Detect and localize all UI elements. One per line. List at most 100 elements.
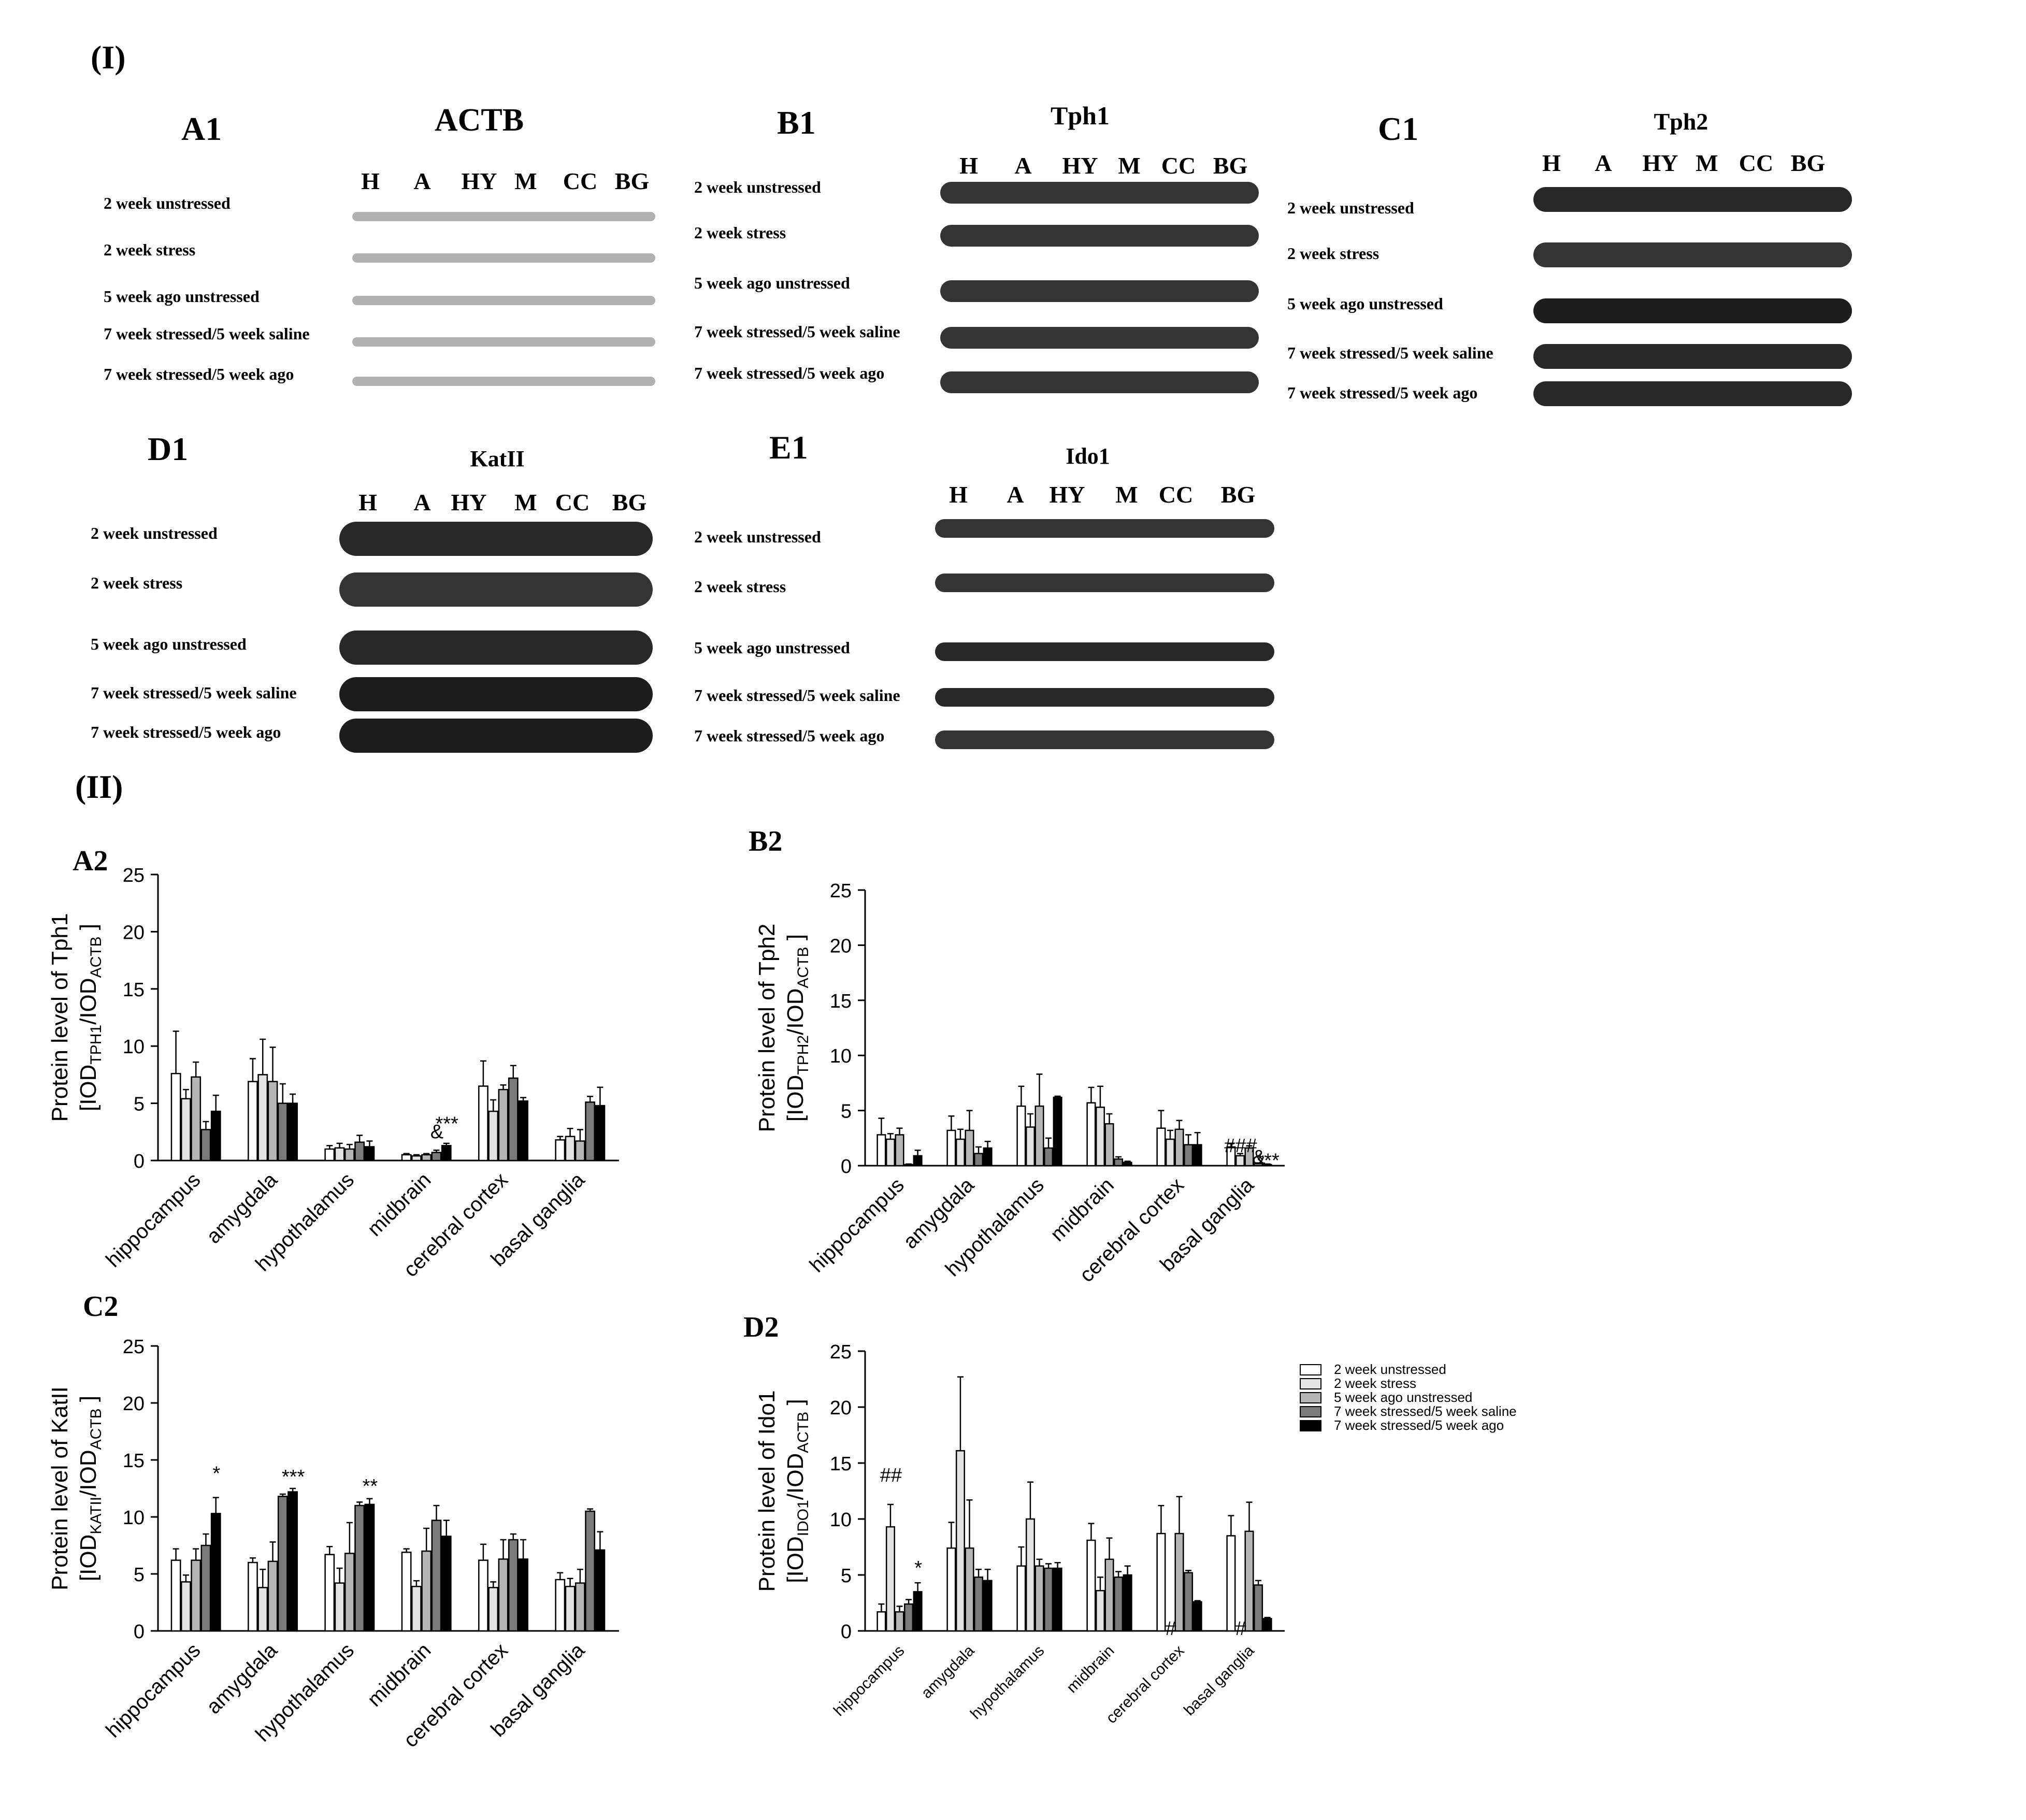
bar xyxy=(877,1611,886,1632)
blot-lane-label: CC xyxy=(563,168,597,194)
bar xyxy=(1192,1601,1202,1632)
blot-row-label: 2 week unstressed xyxy=(694,527,821,546)
blot-band xyxy=(940,225,1259,247)
significance-marker: & xyxy=(430,1121,443,1143)
bar xyxy=(518,1100,528,1162)
bar xyxy=(170,1559,181,1632)
bar xyxy=(210,1513,221,1632)
blot-protein-title: Ido1 xyxy=(1066,443,1110,469)
y-axis-label: Protein level of KatII xyxy=(47,1386,73,1590)
bar xyxy=(344,1148,355,1162)
blot-band xyxy=(935,519,1274,538)
section-label-II: (II) xyxy=(75,768,123,805)
blot-lane-label: A xyxy=(1594,150,1612,176)
y-axis-unit-part: ACTB xyxy=(88,1408,105,1450)
bar xyxy=(431,1152,442,1162)
bar xyxy=(1184,1572,1194,1632)
y-tick-label: 25 xyxy=(830,880,852,902)
bar xyxy=(974,1153,984,1167)
y-tick-label: 0 xyxy=(134,1621,145,1643)
y-axis-unit-part: IDO1 xyxy=(795,1500,812,1536)
y-axis-unit-part: TPH1 xyxy=(88,1025,105,1065)
blot-band xyxy=(339,630,653,665)
y-axis-unit-part: ] xyxy=(76,924,101,936)
y-axis-unit-part: TPH2 xyxy=(795,1035,812,1075)
blot-row-label: 2 week stress xyxy=(91,574,182,592)
bar xyxy=(895,1611,904,1632)
bar xyxy=(877,1134,886,1167)
significance-marker: # xyxy=(1165,1618,1176,1640)
bar xyxy=(555,1139,566,1162)
bar xyxy=(257,1587,268,1632)
y-axis-unit-label: [IODKATII/IODACTB ] xyxy=(76,1396,105,1581)
blot-band xyxy=(935,574,1274,592)
bar xyxy=(1053,1096,1062,1167)
y-axis-unit-part: /IOD xyxy=(783,1453,808,1500)
legend-swatch xyxy=(1300,1406,1321,1417)
bar xyxy=(1156,1127,1166,1167)
y-tick-label: 20 xyxy=(830,1397,852,1419)
y-axis-unit-label: [IODIDO1/IODACTB ] xyxy=(783,1399,812,1583)
blot-row-label: 7 week stressed/5 week saline xyxy=(104,324,310,343)
blot-band xyxy=(339,677,653,711)
blot-band xyxy=(352,212,655,221)
bar xyxy=(421,1154,432,1162)
blot-lane-label: HY xyxy=(1062,152,1098,179)
y-tick-label: 10 xyxy=(830,1045,852,1067)
bar xyxy=(1244,1530,1254,1632)
blot-band xyxy=(339,572,653,607)
blot-lane-label: CC xyxy=(555,489,590,515)
bar xyxy=(574,1140,585,1162)
blot-lane-label: CC xyxy=(1739,150,1773,176)
bar xyxy=(983,1147,993,1167)
blot-panel-C1: C1 Tph2 H A HY M CC BG 2 week unstressed 2 week s… xyxy=(1287,108,1852,406)
bar xyxy=(441,1145,452,1162)
y-axis-unit-part: [IOD xyxy=(783,1075,808,1122)
chart-panel-label: B2 xyxy=(749,825,782,857)
bar xyxy=(983,1580,993,1632)
bar xyxy=(180,1098,191,1162)
bar xyxy=(1025,1518,1035,1632)
bar-chart-C2: C2 0 5 10 15 20 25 Protein level of KatII [IODKA… xyxy=(47,1291,619,1752)
blot-panel-label: E1 xyxy=(769,429,808,466)
blot-band xyxy=(935,730,1274,749)
bar xyxy=(431,1520,442,1632)
bar xyxy=(595,1105,606,1162)
blot-row-label: 2 week unstressed xyxy=(1287,198,1414,217)
y-tick-label: 15 xyxy=(830,991,852,1012)
bar xyxy=(1086,1539,1096,1632)
bar xyxy=(1262,1617,1272,1632)
significance-marker: * xyxy=(212,1463,220,1485)
blot-band xyxy=(940,280,1259,302)
legend-swatch xyxy=(1300,1392,1321,1403)
blot-lane-label: BG xyxy=(1791,150,1825,176)
bar xyxy=(1034,1105,1044,1167)
bar xyxy=(1025,1126,1035,1167)
x-tick-label: hypothalamus xyxy=(967,1642,1047,1723)
bar xyxy=(955,1450,965,1632)
blot-lane-label: H xyxy=(1542,150,1561,176)
y-axis-unit-part: [IOD xyxy=(76,1535,101,1581)
blot-row-label: 5 week ago unstressed xyxy=(1287,294,1443,313)
y-axis-label: Protein level of Ido1 xyxy=(754,1391,780,1592)
x-tick-label: midbrain xyxy=(1046,1173,1118,1246)
legend-swatch xyxy=(1300,1378,1321,1389)
x-tick-label: basal ganglia xyxy=(1181,1642,1258,1719)
bar xyxy=(277,1102,288,1162)
bar xyxy=(955,1138,965,1167)
bar xyxy=(1156,1532,1166,1632)
blot-band xyxy=(339,719,653,753)
blot-band xyxy=(935,688,1274,707)
chart-panel-label: C2 xyxy=(83,1291,118,1323)
blot-panel-B1: B1 Tph1 H A HY M CC BG 2 week unstressed 2 week s… xyxy=(694,101,1259,393)
legend-entry: 2 week unstressed xyxy=(1334,1362,1446,1377)
western-blot-panels: A1 ACTB H A HY M CC BG 2 week unstressed 2 week s… xyxy=(91,101,1852,753)
blot-band xyxy=(352,296,655,305)
blot-panel-A1: A1 ACTB H A HY M CC BG 2 week unstressed 2 week s… xyxy=(104,103,655,386)
blot-row-label: 2 week stress xyxy=(1287,244,1379,263)
blot-row-label: 7 week stressed/5 week saline xyxy=(1287,343,1493,362)
y-tick-label: 10 xyxy=(123,1036,145,1058)
legend-entry: 5 week ago unstressed xyxy=(1334,1389,1472,1405)
blot-lane-label: HY xyxy=(451,489,487,515)
bar xyxy=(191,1076,202,1162)
